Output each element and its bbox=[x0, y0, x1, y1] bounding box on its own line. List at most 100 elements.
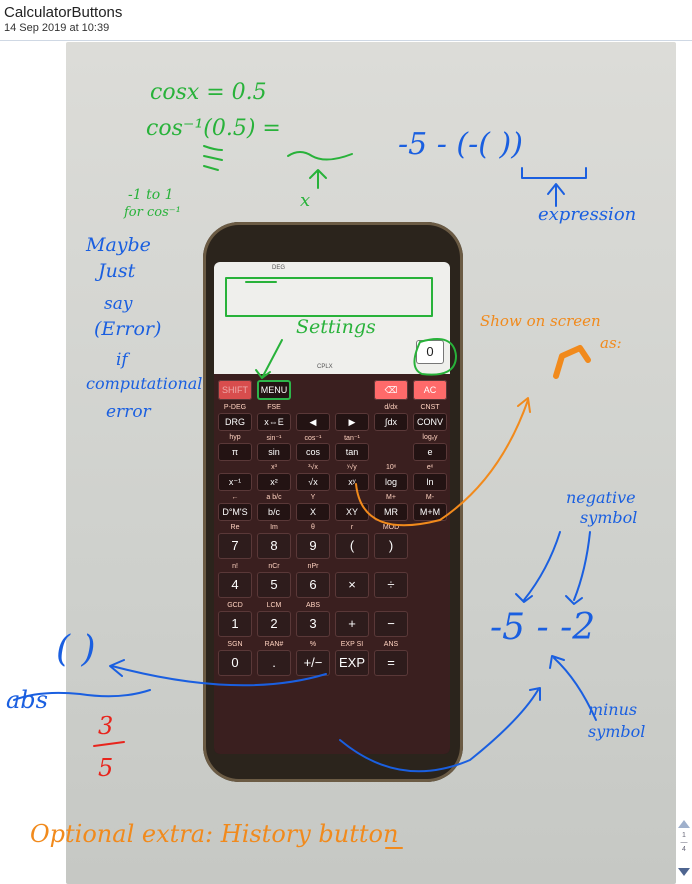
calc-key[interactable]: + bbox=[335, 611, 369, 637]
calc-key[interactable]: cos bbox=[296, 443, 330, 461]
secondary-label: x³ bbox=[271, 464, 277, 471]
calc-key[interactable]: ∫dx bbox=[374, 413, 408, 431]
calc-key[interactable]: xʸ bbox=[335, 473, 369, 491]
annotation-frac-num: 3 bbox=[98, 712, 114, 740]
blue-abs-curl bbox=[13, 689, 151, 701]
annotation-expression: expression bbox=[538, 204, 637, 225]
annotation-neg-expr: -5 - -2 bbox=[490, 607, 596, 648]
secondary-label: Im bbox=[270, 524, 278, 531]
secondary-label: ← bbox=[231, 494, 239, 501]
calc-key[interactable]: = bbox=[374, 650, 408, 676]
calc-key[interactable]: b/c bbox=[257, 503, 291, 521]
calc-key[interactable]: . bbox=[257, 650, 291, 676]
calc-key[interactable]: EXP bbox=[335, 650, 369, 676]
calc-key[interactable]: ÷ bbox=[374, 572, 408, 598]
blue-arrow-neg-2 bbox=[565, 531, 591, 605]
calc-key[interactable]: 7 bbox=[218, 533, 252, 559]
secondary-label: d/dx bbox=[384, 404, 398, 411]
secondary-label: sin⁻¹ bbox=[266, 435, 282, 442]
secondary-label: ʸ√y bbox=[347, 464, 357, 471]
calc-key[interactable]: X bbox=[296, 503, 330, 521]
orange-arrow bbox=[355, 397, 531, 527]
secondary-label: RAN# bbox=[264, 641, 284, 648]
calc-key[interactable]: sin bbox=[257, 443, 291, 461]
scroll-down-icon[interactable] bbox=[678, 868, 690, 876]
blue-arrow-neg-1 bbox=[515, 531, 561, 603]
secondary-label: % bbox=[309, 641, 317, 648]
calc-key[interactable]: tan bbox=[335, 443, 369, 461]
calc-key[interactable]: XY bbox=[335, 503, 369, 521]
calc-key[interactable]: 5 bbox=[257, 572, 291, 598]
calc-key[interactable]: 3 bbox=[296, 611, 330, 637]
calculator-screen: DEG CPLX 0 SHIFT MENU ⌫ AC P-DEG FSE d/dx CNST D… bbox=[214, 262, 450, 754]
blue-arrow-abs bbox=[109, 659, 327, 687]
annotation-just: Just bbox=[98, 260, 136, 282]
secondary-label: ANS bbox=[383, 641, 399, 648]
blue-arrow-exp bbox=[339, 687, 541, 773]
calc-key[interactable]: +/− bbox=[296, 650, 330, 676]
secondary-label: cos⁻¹ bbox=[304, 435, 322, 442]
calculator-display: DEG CPLX 0 bbox=[214, 262, 450, 374]
calc-key[interactable]: log bbox=[374, 473, 408, 491]
calc-key[interactable]: 8 bbox=[257, 533, 291, 559]
calc-key[interactable]: √x bbox=[296, 473, 330, 491]
calculator-keypad: SHIFT MENU ⌫ AC P-DEG FSE d/dx CNST DRG x⇔E ◀ ▶ ∫dx C… bbox=[214, 374, 450, 754]
calc-key[interactable]: ( bbox=[335, 533, 369, 559]
calc-key[interactable]: D°M'S bbox=[218, 503, 252, 521]
calc-key[interactable]: M+M bbox=[413, 503, 447, 521]
key-shift-0[interactable]: SHIFT bbox=[218, 380, 252, 400]
annotation-maybe: Maybe bbox=[86, 234, 151, 256]
calc-key[interactable]: e bbox=[413, 443, 447, 461]
calc-key[interactable]: ▶ bbox=[335, 413, 369, 431]
calc-key[interactable]: x² bbox=[257, 473, 291, 491]
green-circle-zero bbox=[413, 338, 457, 376]
calc-key[interactable]: MR bbox=[374, 503, 408, 521]
calc-key[interactable]: × bbox=[335, 572, 369, 598]
calc-key[interactable]: 1 bbox=[218, 611, 252, 637]
secondary-label: P-DEG bbox=[223, 404, 247, 411]
calc-key[interactable]: 9 bbox=[296, 533, 330, 559]
page-scroller[interactable]: 1—4 bbox=[678, 820, 690, 880]
secondary-label: tan⁻¹ bbox=[344, 435, 360, 442]
secondary-label: LCM bbox=[266, 602, 282, 609]
calc-key[interactable]: ◀ bbox=[296, 413, 330, 431]
annotation-expr: -5 - (-( )) bbox=[398, 127, 523, 162]
annotation-range2: for cos⁻¹ bbox=[124, 205, 181, 220]
red-frac-bar bbox=[93, 741, 125, 747]
calc-key[interactable]: ) bbox=[374, 533, 408, 559]
key-menu-1[interactable]: MENU bbox=[257, 380, 291, 400]
secondary-label: eˣ bbox=[426, 464, 434, 471]
secondary-label: Re bbox=[230, 524, 240, 531]
note-header: CalculatorButtons 14 Sep 2019 at 10:39 bbox=[0, 0, 692, 41]
annotation-minus: minus bbox=[588, 700, 638, 719]
orange-check bbox=[553, 345, 591, 379]
annotation-symbol1: symbol bbox=[580, 508, 638, 527]
calc-key[interactable]: − bbox=[374, 611, 408, 637]
secondary-label: MOD bbox=[382, 524, 400, 531]
blue-underline-expr bbox=[521, 167, 587, 179]
calc-key[interactable]: x⇔E bbox=[257, 413, 291, 431]
calc-key[interactable]: 0 bbox=[218, 650, 252, 676]
secondary-label: hyp bbox=[229, 434, 241, 441]
note-title: CalculatorButtons bbox=[4, 4, 123, 21]
calc-key[interactable]: ln bbox=[413, 473, 447, 491]
annotation-settings: Settings bbox=[296, 316, 376, 338]
secondary-label: nCr bbox=[268, 563, 280, 570]
annotation-say: say bbox=[104, 294, 133, 314]
scroll-up-icon[interactable] bbox=[678, 820, 690, 828]
secondary-label: θ bbox=[311, 524, 315, 531]
calc-key[interactable]: π bbox=[218, 443, 252, 461]
calc-key[interactable]: 6 bbox=[296, 572, 330, 598]
green-squiggle-1 bbox=[203, 145, 223, 151]
calc-key[interactable]: CONV bbox=[413, 413, 447, 431]
key-pink-3[interactable]: AC bbox=[413, 380, 447, 400]
calc-key[interactable]: DRG bbox=[218, 413, 252, 431]
secondary-label: n! bbox=[232, 563, 238, 570]
calc-key[interactable]: x⁻¹ bbox=[218, 473, 252, 491]
key-pink-2[interactable]: ⌫ bbox=[374, 380, 408, 400]
calc-key[interactable]: 4 bbox=[218, 572, 252, 598]
calc-key[interactable]: 2 bbox=[257, 611, 291, 637]
cplx-indicator: CPLX bbox=[317, 364, 333, 370]
secondary-label: r bbox=[350, 524, 354, 531]
page-indicator: 1—4 bbox=[680, 832, 688, 853]
